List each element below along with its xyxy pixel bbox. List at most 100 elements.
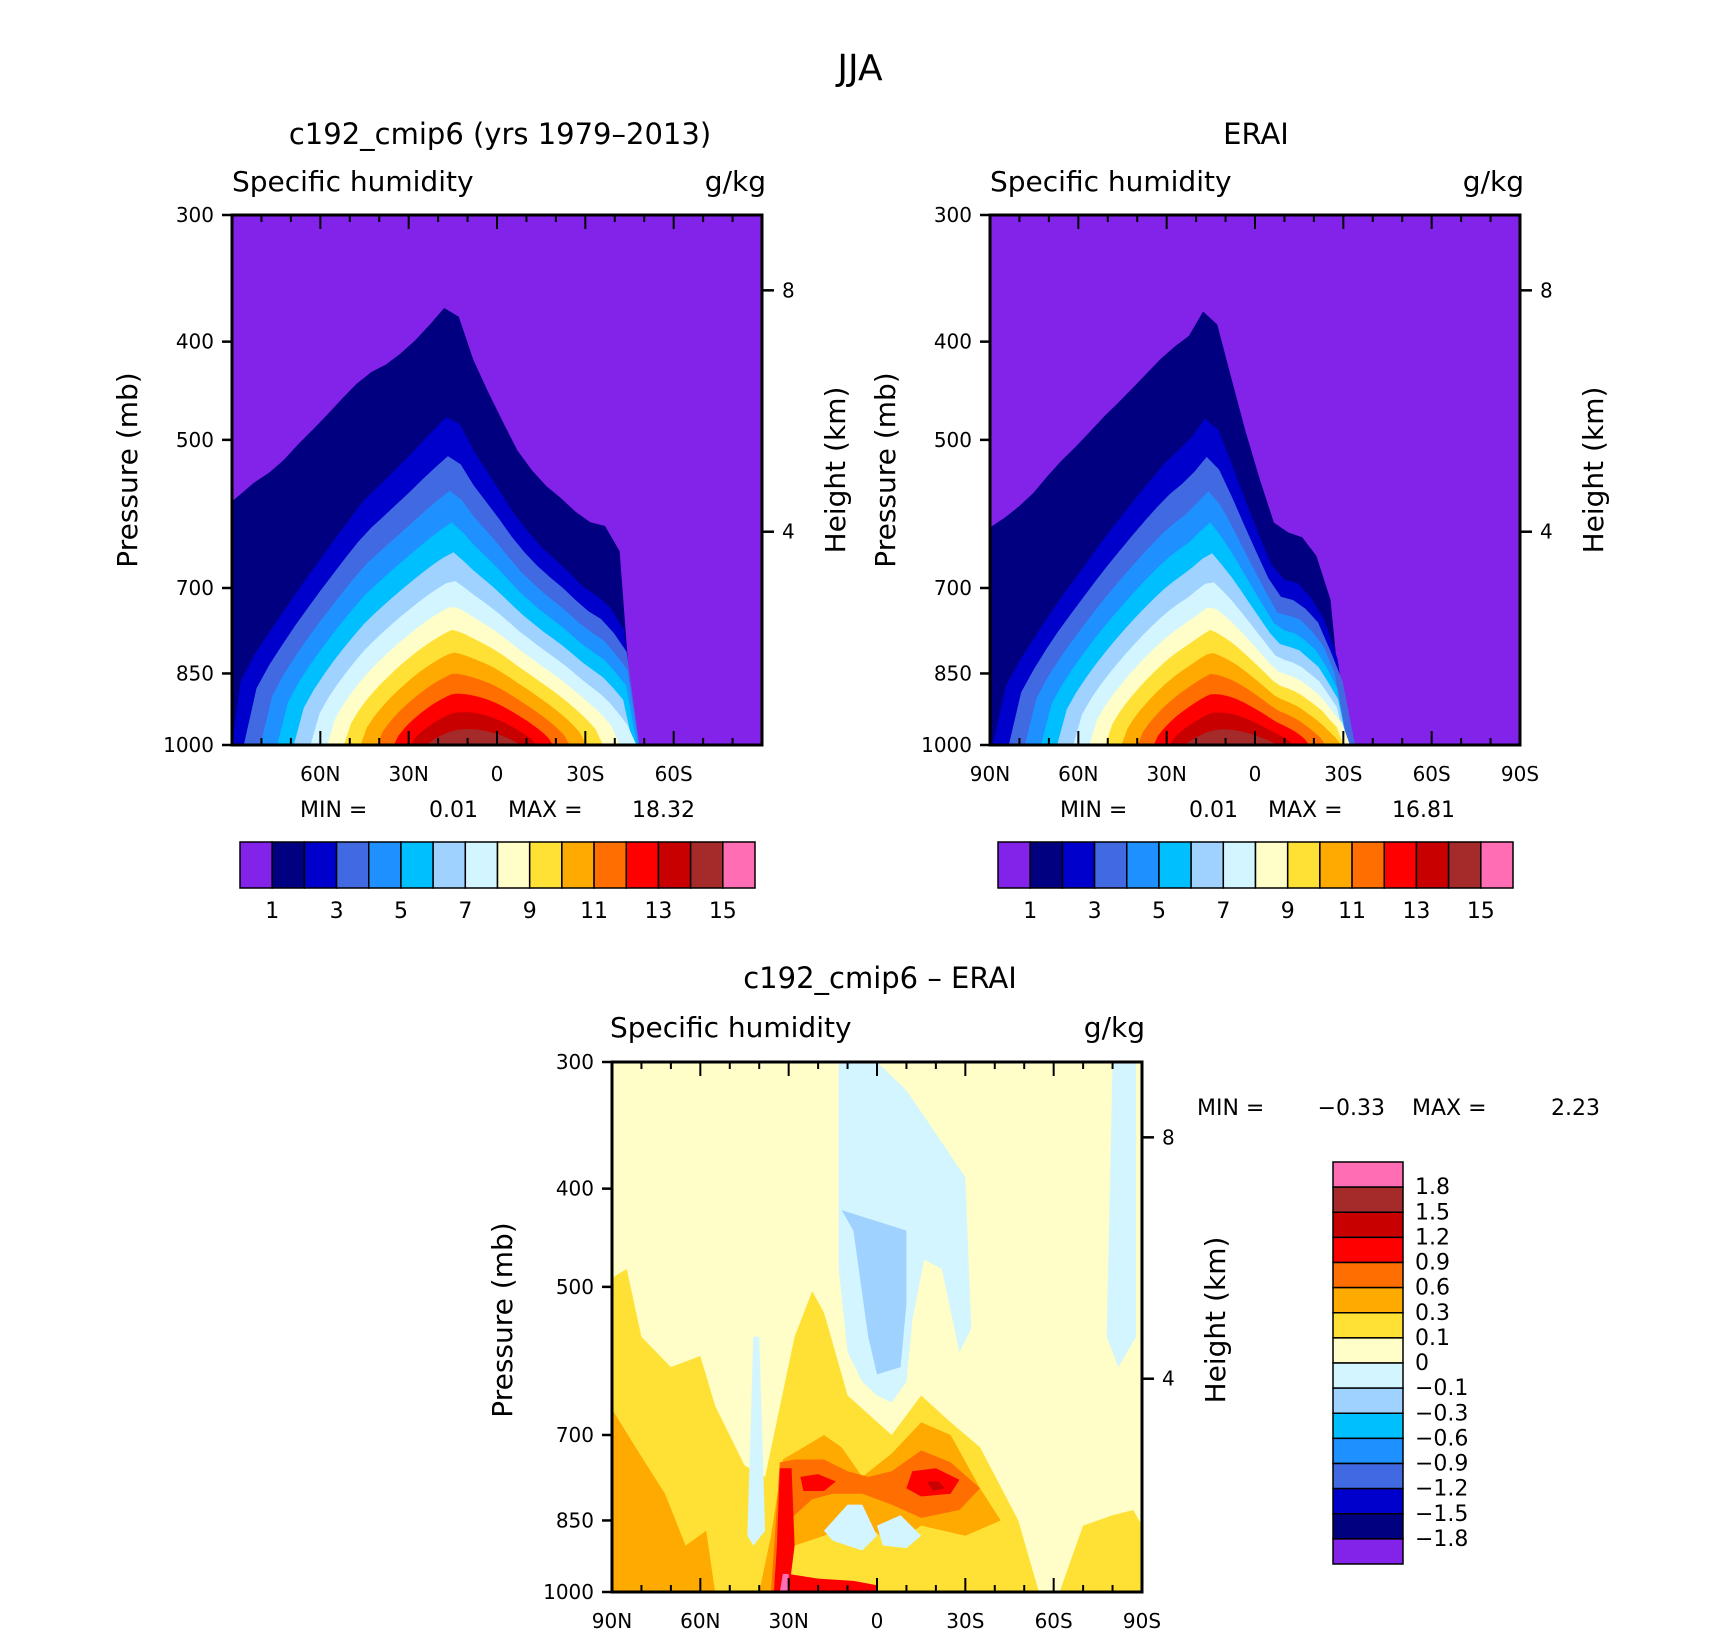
panel-diff-y2label: Height (km) — [1199, 1237, 1232, 1404]
colorbar-label: 0.6 — [1415, 1276, 1450, 1301]
colorbar-label: 0 — [1415, 1351, 1429, 1376]
panel-model-right-label: g/kg — [705, 165, 766, 198]
panel-model-left-label: Specific humidity — [232, 165, 474, 198]
diff-fill-red-2 — [800, 1474, 836, 1491]
panel-obs-title: ERAI — [1223, 117, 1289, 151]
ytick-label: 300 — [556, 1050, 594, 1074]
colorbar-label: 0.1 — [1415, 1326, 1450, 1351]
ytick-label: 400 — [556, 1177, 594, 1201]
panel-model-min-value: 0.01 — [429, 798, 478, 823]
panel-diff-max-text: MAX = — [1412, 1096, 1487, 1121]
colorbar-label: 13 — [1402, 899, 1430, 924]
colorbar-label: −0.6 — [1415, 1426, 1468, 1451]
colorbar-label: 9 — [523, 899, 537, 924]
colorbar-box — [400, 841, 434, 889]
panel-diff-colorbar: 1.81.51.20.90.60.30.10−0.1−0.3−0.6−0.9−1… — [1332, 1161, 1468, 1565]
colorbar-box — [1332, 1186, 1404, 1213]
colorbar-box — [1332, 1337, 1404, 1364]
colorbar-box — [368, 841, 402, 889]
panel-obs: ERAI Specific humidity g/kg 300400500700… — [869, 117, 1610, 924]
colorbar-label: 15 — [709, 899, 737, 924]
colorbar-box — [1332, 1161, 1404, 1188]
colorbar-box — [1254, 841, 1289, 889]
colorbar-box — [432, 841, 467, 889]
colorbar-label: −1.8 — [1415, 1527, 1468, 1552]
xtick-label: 60S — [1035, 1609, 1073, 1633]
colorbar-box — [496, 841, 531, 889]
xtick-label: 30S — [946, 1609, 984, 1633]
diff-fill-red-3 — [773, 1468, 795, 1592]
y2tick-label: 4 — [782, 520, 795, 544]
colorbar-box — [1332, 1211, 1404, 1239]
ytick-label: 850 — [934, 661, 972, 685]
diff-fill-lightblue-4 — [877, 1515, 922, 1549]
colorbar-label: 13 — [644, 899, 672, 924]
xtick-label: 0 — [491, 762, 504, 786]
ytick-label: 1000 — [921, 733, 972, 757]
panel-diff-min-value: −0.33 — [1318, 1096, 1385, 1121]
ytick-label: 300 — [934, 203, 972, 227]
colorbar-label: 1.2 — [1415, 1225, 1450, 1250]
colorbar-label: 3 — [1088, 899, 1102, 924]
colorbar-box — [1332, 1538, 1404, 1565]
colorbar-label: 9 — [1281, 899, 1295, 924]
colorbar-label: 1.8 — [1415, 1175, 1450, 1200]
colorbar-box — [335, 841, 370, 889]
xtick-label: 30N — [768, 1609, 808, 1633]
colorbar-box — [593, 841, 627, 889]
panel-diff-min-text: MIN = — [1197, 1096, 1264, 1121]
colorbar-box — [1332, 1412, 1404, 1440]
panel-model-y2label: Height (km) — [819, 387, 852, 554]
colorbar-box — [1415, 841, 1450, 889]
colorbar-label: 5 — [1152, 899, 1166, 924]
colorbar-label: 5 — [394, 899, 408, 924]
figure-title: JJA — [835, 48, 883, 89]
diff-fill-lightblue-3 — [824, 1504, 877, 1551]
colorbar-box — [1332, 1261, 1404, 1289]
diff-fill-blue-1 — [841, 1210, 907, 1375]
colorbar-label: 0.9 — [1415, 1251, 1450, 1276]
y2tick-label: 8 — [782, 278, 795, 302]
panel-obs-max-value: 16.81 — [1392, 798, 1455, 823]
colorbar-box — [1447, 841, 1482, 889]
y2tick-label: 8 — [1162, 1125, 1175, 1149]
panel-obs-min-text: MIN = — [1060, 798, 1127, 823]
panel-obs-min-value: 0.01 — [1189, 798, 1238, 823]
xtick-label: 0 — [1249, 762, 1262, 786]
xtick-label: 90N — [970, 762, 1010, 786]
colorbar-box — [1332, 1487, 1404, 1515]
colorbar-label: 1.5 — [1415, 1200, 1450, 1225]
colorbar-label: 3 — [330, 899, 344, 924]
colorbar-box — [1126, 841, 1160, 889]
ytick-label: 500 — [934, 428, 972, 452]
diff-fill-darkred — [927, 1481, 945, 1491]
panel-model-max-value: 18.32 — [632, 798, 695, 823]
panel-model-min-text: MIN = — [300, 798, 367, 823]
colorbar-box — [722, 841, 756, 889]
colorbar-box — [239, 841, 273, 889]
diff-fill-red-4 — [788, 1574, 877, 1592]
colorbar-label: 7 — [1216, 899, 1230, 924]
colorbar-label: 1 — [265, 899, 279, 924]
colorbar-box — [271, 841, 306, 889]
ytick-label: 850 — [176, 661, 214, 685]
panel-diff-plot: 300 400 500 700 850 1000 8 4 90N 60N 30N 0 30S 60S 90S — [543, 1050, 1175, 1633]
colorbar-label: −0.3 — [1415, 1401, 1468, 1426]
diff-fill-lightblue-5 — [1106, 1062, 1137, 1368]
colorbar-box — [1286, 841, 1321, 889]
ytick-label: 500 — [176, 428, 214, 452]
colorbar-box — [1351, 841, 1385, 889]
panel-obs-right-label: g/kg — [1463, 165, 1524, 198]
panel-model-title: c192_cmip6 (yrs 1979–2013) — [289, 117, 711, 151]
colorbar-box — [657, 841, 692, 889]
y2tick-label: 4 — [1540, 520, 1553, 544]
colorbar-box — [1332, 1312, 1404, 1339]
colorbar-box — [1093, 841, 1128, 889]
ytick-label: 700 — [176, 576, 214, 600]
panel-model-colorbar: 1 3 5 7 9 11 13 15 — [239, 841, 756, 924]
ytick-label: 400 — [176, 330, 214, 354]
panel-model-plot: 300 400 500 700 850 1000 8 4 60N 30N 0 30S 60S — [163, 203, 795, 786]
xtick-label: 30S — [1324, 762, 1362, 786]
colorbar-label: 7 — [458, 899, 472, 924]
colorbar-box — [1319, 841, 1353, 889]
